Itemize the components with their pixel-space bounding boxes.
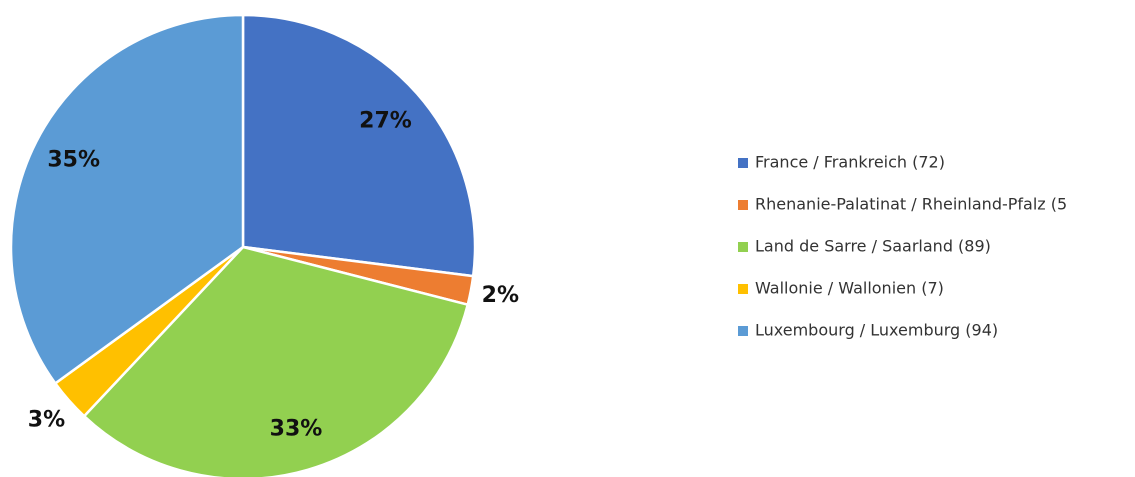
legend-label: France / Frankreich (72) <box>755 153 945 172</box>
data-label: 2% <box>482 283 519 308</box>
legend-label: Wallonie / Wallonien (7) <box>755 279 944 298</box>
data-label: 33% <box>270 416 323 441</box>
pie-slice <box>82 245 470 477</box>
legend-label: Land de Sarre / Saarland (89) <box>755 237 991 256</box>
legend-swatch <box>738 158 748 168</box>
legend-label: Luxembourg / Luxemburg (94) <box>755 321 998 340</box>
legend-swatch <box>738 200 748 210</box>
pie-slice <box>241 13 477 278</box>
data-label: 35% <box>47 148 100 173</box>
pie-slice <box>9 13 245 386</box>
legend-label: Rhenanie-Palatinat / Rheinland-Pfalz (5 <box>755 195 1067 214</box>
data-label: 3% <box>28 407 65 432</box>
legend-swatch <box>738 242 748 252</box>
legend-swatch <box>738 284 748 294</box>
data-label: 27% <box>359 108 412 133</box>
legend-swatch <box>738 326 748 336</box>
